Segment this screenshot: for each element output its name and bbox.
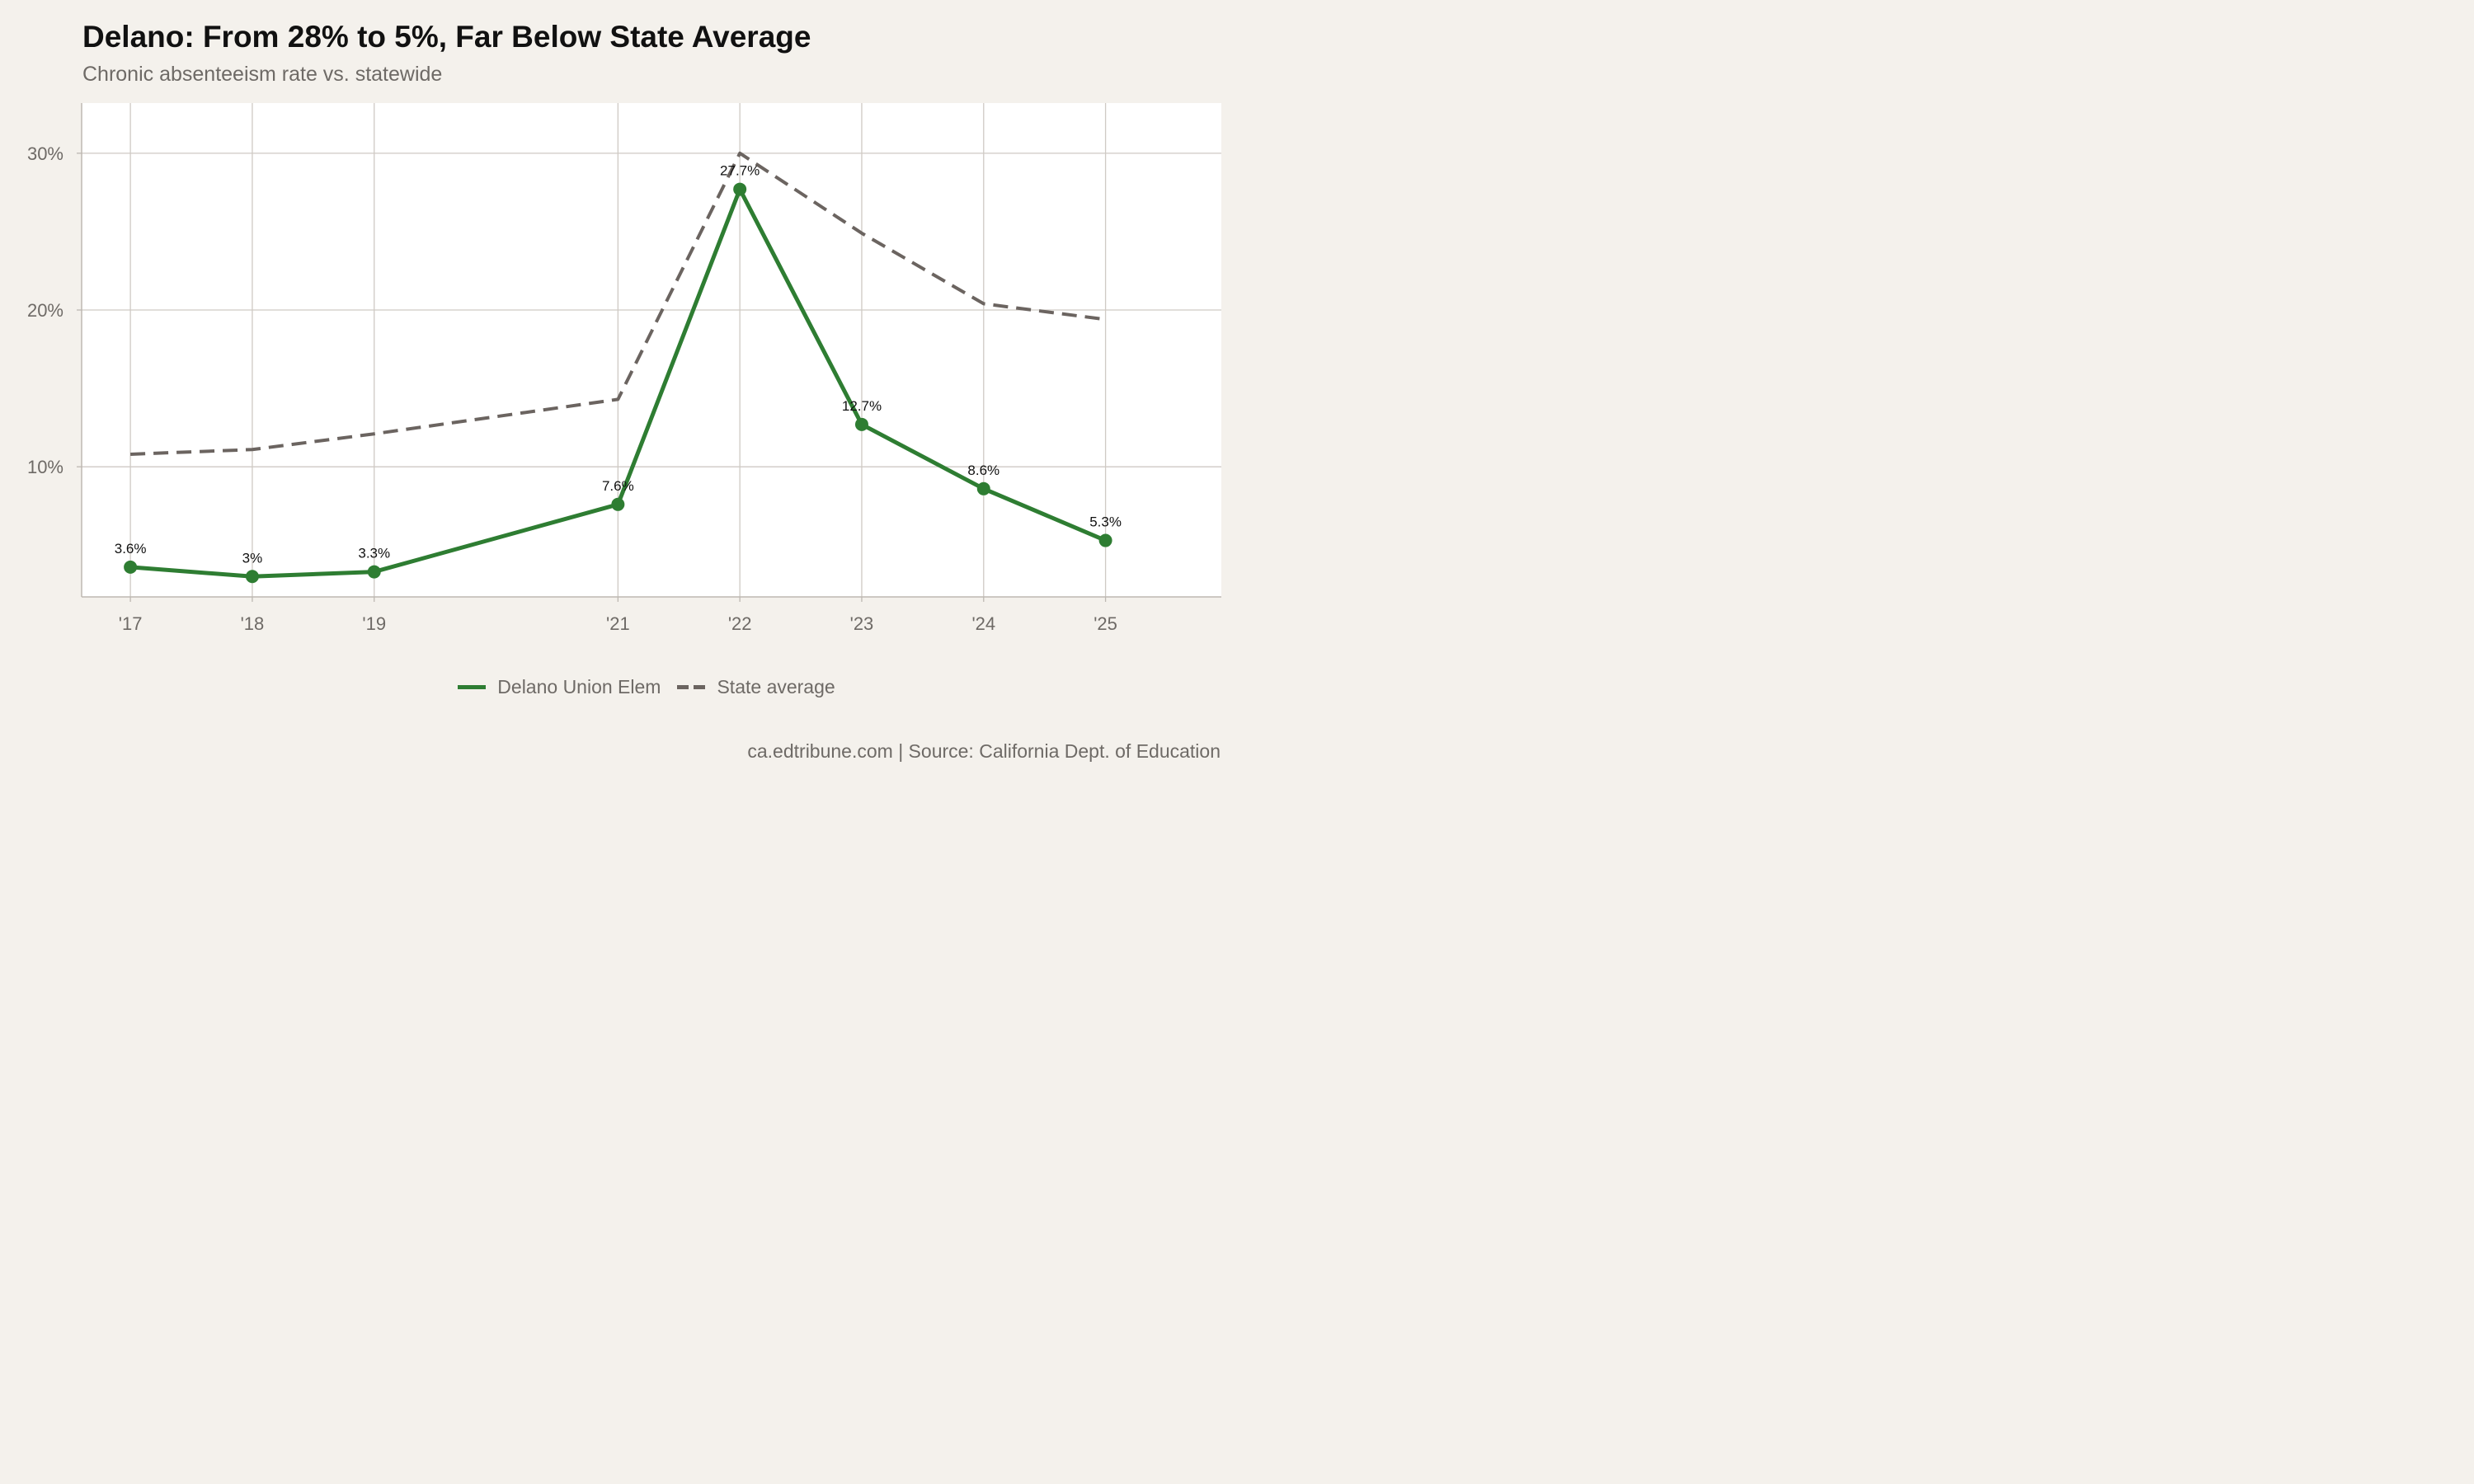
data-label: 3.3% [358,546,390,561]
chart-title: Delano: From 28% to 5%, Far Below State … [82,20,811,54]
plot-panel [82,103,1221,597]
district-point [245,570,259,584]
x-tick-label: '24 [971,613,995,634]
x-tick-label: '22 [728,613,752,634]
data-label: 8.6% [967,463,999,478]
legend: Delano Union Elem State average [0,676,1293,698]
y-tick-labels: 10% 20% 30% [27,143,82,477]
district-point [1098,533,1112,547]
x-tick-label: '25 [1094,613,1117,634]
x-tick-label: '18 [241,613,265,634]
x-tick-label: '17 [119,613,143,634]
district-point [611,497,625,511]
data-label: 5.3% [1089,514,1122,530]
series-group [124,151,1112,584]
district-line [129,187,1107,579]
state-average-line [130,151,1106,456]
chart-subtitle: Chronic absenteeism rate vs. statewide [82,63,443,86]
y-tick-label: 20% [27,300,63,321]
y-tick-label: 10% [27,457,63,477]
data-label: 12.7% [842,398,882,414]
source-caption: ca.edtribune.com | Source: California De… [747,740,1221,762]
data-label: 3.6% [115,541,147,556]
legend-label-district: Delano Union Elem [497,676,661,697]
district-point [976,481,990,495]
district-point [367,565,381,579]
legend-swatch-district [458,685,487,689]
y-tick-label: 30% [27,143,63,164]
line-chart: 10%20%30% '17'18'19'21'22'23'24'25 3.6%3… [27,103,1221,634]
data-label: 7.6% [602,478,634,494]
data-label: 27.7% [720,163,760,179]
legend-item-district: Delano Union Elem [458,676,661,698]
x-tick-label: '23 [850,613,874,634]
district-point [733,182,747,196]
legend-item-state: State average [677,676,835,698]
x-tick-labels: '17 '18 '19 '21 '22 '23 '24 '25 [119,597,1117,634]
grid-lines [82,103,1221,597]
x-tick-label: '21 [606,613,630,634]
data-label: 3% [242,550,263,566]
district-point [854,417,868,431]
x-tick-label: '19 [362,613,386,634]
legend-label-state: State average [717,676,835,697]
district-point [124,560,138,574]
data-labels: 3.6% 3% 3.3% 7.6% 27.7% 12.7% 8.6% 5.3% [115,163,1122,566]
legend-swatch-state [677,685,706,689]
